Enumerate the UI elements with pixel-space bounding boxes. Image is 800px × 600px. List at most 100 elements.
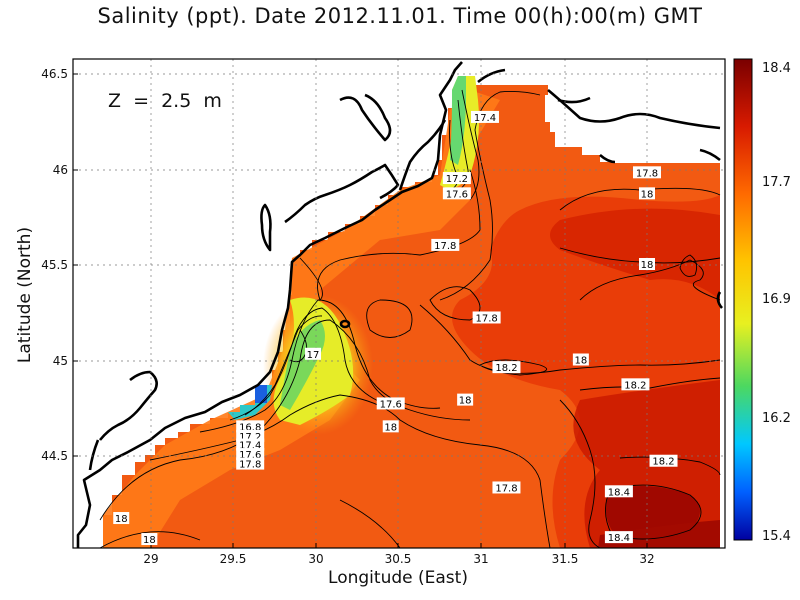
contour-label-box	[604, 531, 633, 544]
contour-label-text: 18.2	[495, 363, 517, 374]
colorbar-tick-label: 15.4	[762, 529, 791, 544]
contour-label-box	[472, 311, 501, 324]
map-title: Salinity (ppt). Date 2012.11.01. Time 00…	[97, 4, 703, 28]
contour-label: 17.6	[236, 448, 265, 461]
x-axis-label-text: Longitude (East)	[328, 568, 468, 588]
contour-label: 18.4	[604, 531, 633, 544]
contour-label: 17	[305, 347, 322, 361]
contour-label-box	[141, 533, 158, 546]
danube-plume-green	[280, 320, 325, 410]
contour-label-text: 17.8	[239, 460, 261, 471]
contour-label-box	[457, 393, 474, 406]
contour-label-text: 17.6	[446, 189, 468, 200]
y-tick-labels: 46.5 46 45.5 45 44.5	[41, 67, 68, 463]
contour-label-box	[442, 187, 471, 200]
contour-label: 17.4	[236, 438, 265, 451]
contour-label: 17.2	[442, 172, 471, 185]
contour-label: 17.6	[376, 397, 405, 410]
contour-label: 17.8	[472, 311, 501, 324]
contour-label: 18	[457, 393, 474, 407]
x-tick-label: 30	[308, 552, 323, 566]
colorbar-tick-label: 17.7	[762, 175, 791, 190]
contour-label-box	[442, 172, 471, 185]
contour-label-box	[113, 512, 130, 525]
contour-label-box	[236, 448, 265, 461]
contour-label: 18	[113, 512, 130, 525]
contour-label-box	[492, 361, 521, 374]
contour-label-box	[236, 420, 265, 433]
contour-label-text: 17.6	[239, 450, 261, 461]
x-tick-label: 31.5	[552, 552, 579, 566]
x-tick-label: 29.5	[220, 552, 247, 566]
contour-label: 18	[639, 258, 655, 271]
contour-label: 18	[382, 420, 399, 433]
contour-label-box	[649, 454, 678, 467]
contour-label-box	[639, 187, 655, 200]
x-tick-label: 29	[143, 552, 158, 566]
contour-label-text: 18	[641, 189, 654, 200]
coastline	[76, 61, 724, 548]
contour-label-box	[639, 258, 655, 270]
x-tick-label: 32	[639, 552, 654, 566]
contour-label: 17.6	[442, 187, 471, 200]
contour-label-text: 17.8	[475, 313, 497, 324]
contour-label: 18.4	[604, 485, 633, 498]
contour-label: 18	[572, 353, 589, 367]
contour-label: 17.4	[470, 110, 499, 124]
contour-label: 16.8	[236, 420, 265, 433]
contour-label: 17.8	[492, 481, 521, 494]
contour-label-text: 17.2	[446, 174, 468, 185]
grid	[73, 59, 725, 548]
y-tick-label: 45	[53, 354, 68, 368]
contour-label-text: 17.2	[239, 432, 261, 443]
contour-label: 18.2	[649, 454, 678, 468]
contour-label-text: 18.2	[624, 380, 646, 391]
contour-label: 18.2	[492, 361, 521, 374]
y-tick-label: 46	[53, 163, 68, 177]
contour-label-box	[236, 457, 265, 470]
colorbar-tick-label: 16.9	[762, 292, 791, 307]
contour-label-text: 18	[143, 535, 156, 546]
contour-label-text: 18	[459, 396, 472, 407]
contour-label-box	[633, 166, 661, 179]
colorbar-tick-label: 16.2	[762, 411, 791, 426]
y-tick-label: 45.5	[41, 258, 68, 272]
x-tick-label: 31	[473, 552, 488, 566]
contour-label: 18.2	[621, 378, 650, 391]
contour-label-text: 18	[641, 260, 654, 271]
contour-label: 17.8	[633, 166, 661, 179]
contour-label-text: 16.8	[239, 422, 261, 433]
contour-label-box	[431, 238, 460, 251]
contour-label-text: 17.8	[434, 241, 456, 252]
danube-mouth-blue	[255, 385, 267, 403]
contour-label-box	[621, 378, 650, 391]
contour-label: 18	[639, 187, 655, 200]
contour-label-text: 18.2	[652, 457, 674, 468]
contour-label-box	[376, 397, 405, 410]
contour-label-box	[572, 353, 589, 366]
contour-label-text: 17.6	[380, 399, 402, 410]
x-tick-labels: 29 29.5 30 30.5 31 31.5 32	[143, 552, 654, 566]
contour-label-text: 17	[307, 350, 320, 361]
high-salinity-core	[550, 208, 720, 300]
colorbar-tick-label: 18.4	[762, 61, 791, 76]
contour-label-box	[305, 347, 322, 360]
contour-label: 17.8	[431, 238, 460, 252]
contour-label-text: 18.4	[608, 533, 630, 544]
contour-label-text: 18	[574, 356, 587, 367]
plot-frame	[72, 58, 726, 549]
contour-label-box	[236, 438, 265, 451]
contour-label: 18	[141, 533, 158, 546]
contour-label-box	[382, 420, 399, 433]
contour-label-box	[492, 481, 521, 494]
colorbar-ticks: 18.4 17.7 16.9 16.2 15.4	[762, 61, 791, 544]
x-tick-label: 30.5	[385, 552, 412, 566]
contour-label-text: 18	[384, 422, 397, 433]
contour-label-text: 17.4	[239, 440, 261, 451]
x-axis-label: Longitude (East)	[0, 568, 800, 588]
contour-labels: 17.417.217.617.81817.81817.81718.21818.2…	[113, 110, 678, 546]
dniester-plume-green	[450, 76, 466, 165]
contour-label-box	[604, 485, 633, 498]
contour-label-text: 18.4	[608, 487, 630, 498]
